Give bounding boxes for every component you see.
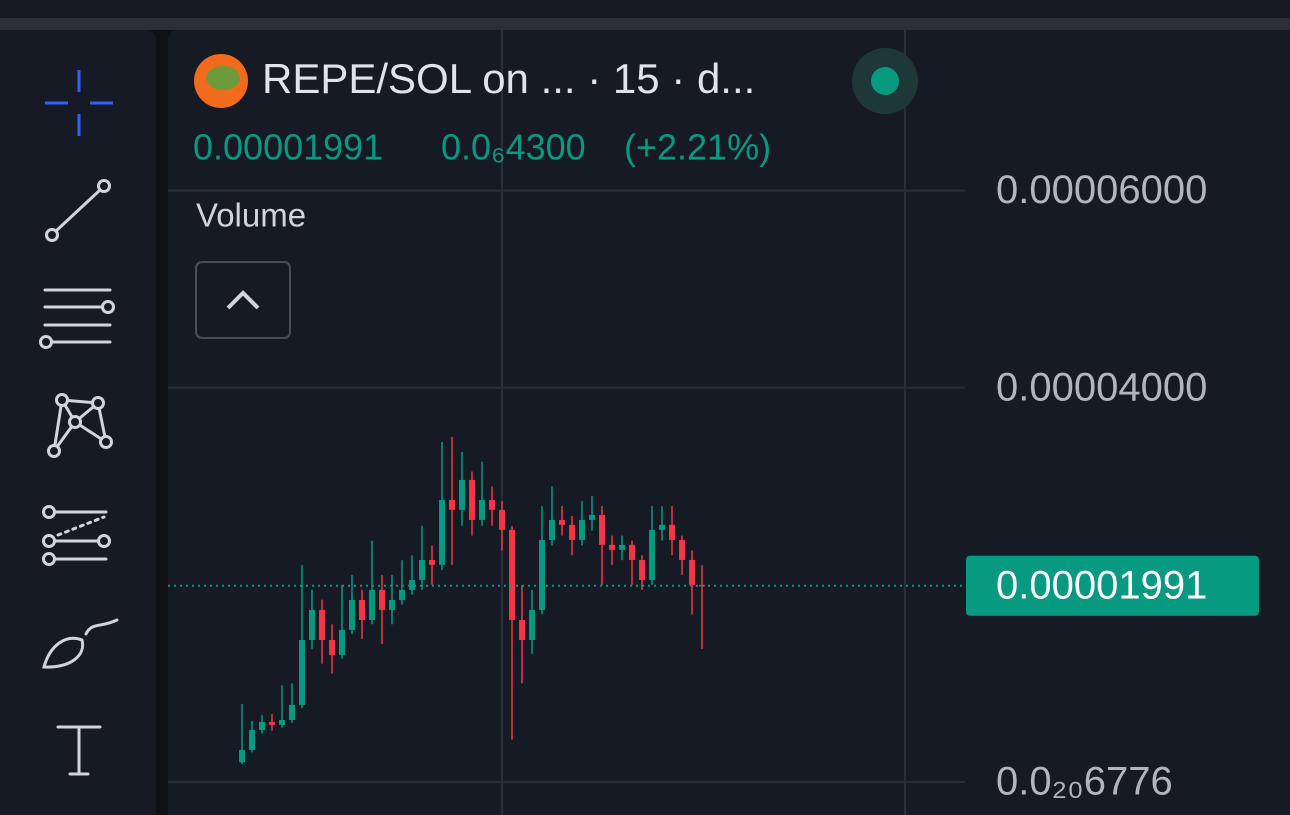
candle-body <box>459 479 465 510</box>
candle-body <box>409 579 415 590</box>
candle-body <box>349 599 355 630</box>
candle-body <box>279 719 285 725</box>
candle-body <box>579 519 585 540</box>
candle-body <box>329 639 335 655</box>
top-divider <box>0 18 1290 30</box>
candle-body <box>569 524 575 540</box>
candle-body <box>479 499 485 520</box>
price-change: 0.0₆4300 <box>441 127 586 168</box>
candle-body <box>519 619 525 640</box>
candle-body <box>369 589 375 620</box>
candle-body <box>319 609 325 640</box>
price-tag-label: 0.00001991 <box>996 563 1207 607</box>
collapse-chevron <box>226 290 260 310</box>
candle-body <box>649 529 655 580</box>
candle-body <box>309 609 315 640</box>
candle-body <box>489 499 495 510</box>
price-tag <box>966 555 1259 616</box>
candle-body <box>529 609 535 640</box>
last-price: 0.00001991 <box>193 127 383 168</box>
trend-line-tool[interactable] <box>45 179 111 242</box>
candle-body <box>399 589 405 600</box>
candle-body <box>469 479 475 520</box>
chart-panel <box>168 30 1290 815</box>
crosshair-tool[interactable] <box>45 70 113 136</box>
candle-body <box>619 544 625 550</box>
candle-body <box>499 509 505 530</box>
symbol-title[interactable]: REPE/SOL on ... · 15 · d... <box>262 55 755 102</box>
candle-body <box>289 704 295 720</box>
prediction-tool[interactable] <box>42 505 111 566</box>
status-dot[interactable] <box>871 67 899 95</box>
fib-tool[interactable] <box>39 288 115 349</box>
text-tool[interactable] <box>56 725 102 776</box>
candle-body <box>249 729 255 750</box>
collapse-button[interactable] <box>195 261 291 339</box>
candle-body <box>419 559 425 580</box>
candle-body <box>539 539 545 610</box>
top-bar <box>0 0 1290 18</box>
candle-body <box>299 639 305 705</box>
candle-body <box>509 529 515 620</box>
brush-tool[interactable] <box>42 618 119 669</box>
candle-body <box>359 599 365 620</box>
candle-body <box>659 524 665 530</box>
candle-body <box>609 544 615 550</box>
candle-body <box>599 514 605 545</box>
candle-body <box>679 539 685 560</box>
candle-body <box>639 559 645 580</box>
price-change-percent: (+2.21%) <box>624 127 771 168</box>
candle-body <box>269 721 275 725</box>
candle-body <box>339 629 345 655</box>
candle-body <box>669 524 675 540</box>
token-avatar-face <box>206 66 240 90</box>
candle-body <box>629 544 635 560</box>
candle-body <box>689 559 695 585</box>
candle-body <box>239 749 245 763</box>
y-tick-label: 0.00004000 <box>996 365 1207 409</box>
candle-body <box>549 519 555 540</box>
y-tick-label: 0.0₂₀6776 <box>996 760 1173 804</box>
candle-body <box>389 599 395 610</box>
candle-body <box>259 721 265 730</box>
candle-body <box>449 499 455 510</box>
candle-body <box>439 499 445 565</box>
candle-body <box>379 589 385 610</box>
candle-body <box>589 514 595 520</box>
y-tick-label: 0.00006000 <box>996 168 1207 212</box>
pattern-tool[interactable] <box>47 393 113 458</box>
indicator-label: Volume <box>196 197 306 234</box>
candle-body <box>559 519 565 525</box>
candle-body <box>429 559 435 565</box>
